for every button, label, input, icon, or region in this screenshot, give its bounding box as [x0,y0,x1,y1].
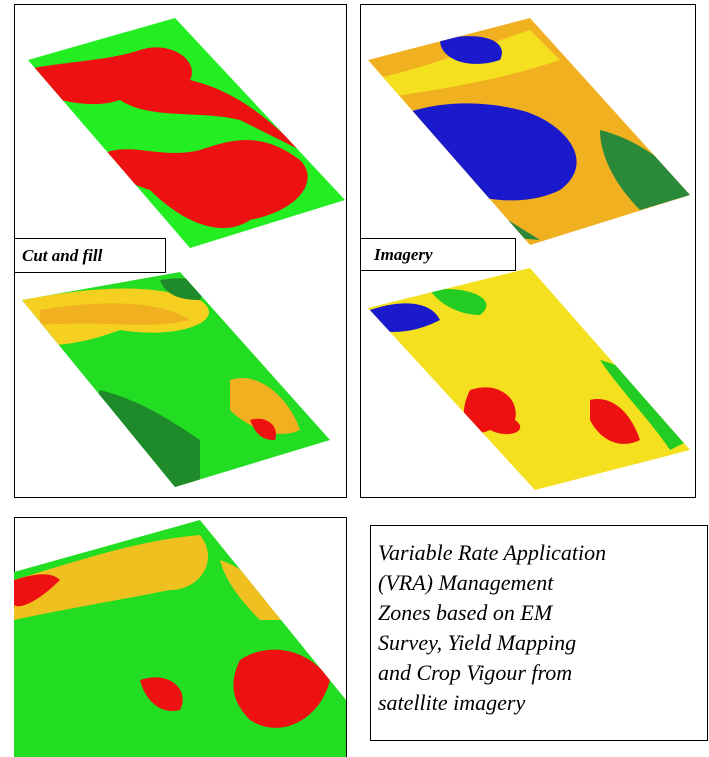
description-line: satellite imagery [378,690,525,715]
panel-label: Cut and fill [22,246,103,265]
description-line: Survey, Yield Mapping [378,630,576,655]
description: Variable Rate Application (VRA) Managemen… [378,540,606,715]
page: {"panels": {"cut_and_fill": {"label": "C… [0,0,709,757]
zones-map [0,515,350,757]
figure: Cut and fill Imagery Variable Rate Appli… [0,0,709,757]
vigour-map [360,260,700,500]
panel-label: Imagery [373,245,433,264]
description-line: (VRA) Management [378,570,554,595]
description-line: Variable Rate Application [378,540,606,565]
cut-fill-map [0,0,350,260]
yield-map [0,260,350,500]
description-line: Zones based on EM [378,600,554,625]
imagery-map [360,0,700,260]
description-line: and Crop Vigour from [378,660,572,685]
